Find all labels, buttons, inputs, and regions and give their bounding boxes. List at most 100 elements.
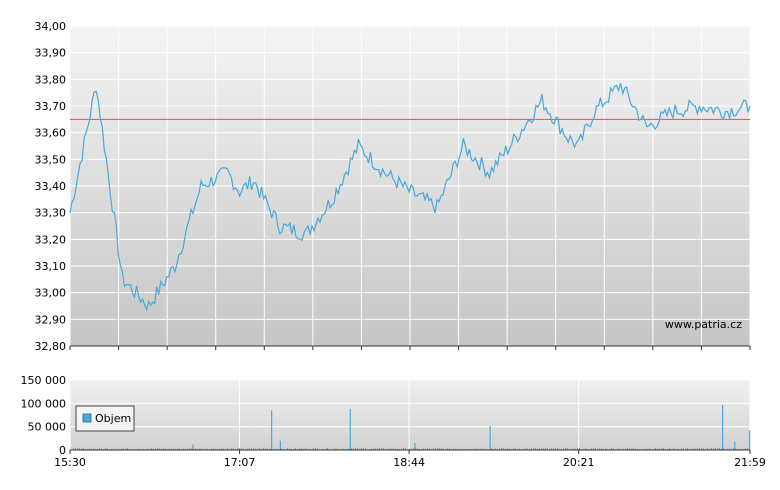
volume-bar	[649, 448, 650, 450]
volume-bar	[733, 448, 734, 450]
volume-bar	[315, 448, 316, 450]
volume-bar	[257, 448, 258, 450]
volume-bar	[219, 448, 220, 450]
volume-bar	[101, 448, 102, 450]
volume-bar	[231, 448, 232, 450]
volume-bar	[253, 448, 254, 450]
volume-bar	[429, 448, 430, 450]
volume-bar	[89, 448, 90, 450]
volume-bar	[697, 448, 698, 450]
price-y-tick-label: 33,90	[35, 47, 67, 60]
volume-bar	[191, 448, 192, 450]
volume-bar	[399, 448, 400, 450]
volume-bar	[635, 448, 636, 450]
volume-bar	[189, 448, 190, 450]
price-grid	[69, 25, 751, 347]
volume-bar	[355, 448, 356, 450]
volume-y-tick-label: 150 000	[21, 374, 67, 387]
volume-bar	[719, 447, 720, 450]
volume-bar	[177, 448, 178, 450]
volume-bar	[97, 448, 98, 450]
volume-bar	[227, 448, 228, 450]
volume-bar	[125, 448, 126, 450]
volume-bar	[401, 448, 402, 450]
volume-bar	[633, 448, 634, 450]
volume-bar	[595, 448, 596, 450]
volume-bar	[173, 448, 174, 450]
volume-bar	[433, 448, 434, 450]
volume-bar	[513, 448, 514, 450]
volume-bar	[237, 447, 238, 450]
volume-bar	[409, 448, 410, 450]
volume-bar	[457, 448, 458, 450]
volume-y-tick-labels: 150 000 100 000 50 000 0	[21, 374, 67, 457]
volume-bar	[685, 448, 686, 450]
volume-bar	[75, 447, 76, 450]
volume-bar	[601, 448, 602, 450]
volume-bar	[575, 448, 576, 450]
volume-bar	[699, 448, 700, 450]
volume-bar	[553, 448, 554, 450]
volume-bar	[631, 448, 632, 450]
volume-bar	[385, 448, 386, 450]
price-y-tick-label: 32,90	[35, 313, 67, 326]
volume-bar	[195, 448, 196, 450]
volume-spike	[349, 408, 351, 450]
volume-bar	[723, 448, 724, 450]
volume-bar	[455, 448, 456, 450]
volume-bar	[77, 448, 78, 450]
volume-bar	[123, 448, 124, 450]
volume-bar	[365, 448, 366, 450]
volume-bar	[159, 448, 160, 450]
volume-bar	[439, 448, 440, 450]
volume-bar	[611, 448, 612, 450]
volume-bar	[111, 448, 112, 450]
volume-bar	[585, 448, 586, 450]
volume-bar	[437, 448, 438, 450]
volume-spike	[271, 410, 273, 450]
volume-x-tick-label: 18:44	[393, 456, 425, 469]
volume-bar	[537, 448, 538, 450]
volume-bar	[711, 447, 712, 450]
volume-bar	[241, 447, 242, 450]
volume-bar	[151, 448, 152, 450]
volume-bar	[121, 448, 122, 450]
volume-bar	[211, 448, 212, 450]
volume-bar	[427, 448, 428, 450]
volume-bar	[255, 448, 256, 450]
volume-bar	[727, 448, 728, 450]
volume-bar	[453, 448, 454, 450]
volume-bar	[499, 448, 500, 450]
volume-bar	[267, 448, 268, 450]
volume-bar	[731, 448, 732, 450]
volume-bar	[397, 448, 398, 450]
volume-bar	[473, 448, 474, 450]
volume-bar	[95, 448, 96, 450]
volume-bar	[503, 447, 504, 450]
volume-bar	[247, 448, 248, 450]
volume-bar	[629, 448, 630, 450]
volume-bar	[405, 447, 406, 450]
volume-bar	[281, 448, 282, 450]
volume-bar	[717, 448, 718, 450]
volume-bar	[289, 448, 290, 450]
volume-bar	[677, 448, 678, 450]
volume-bar	[509, 448, 510, 450]
volume-panel: 150 000 100 000 50 000 0 15:30 17:07 18:44 20:…	[21, 374, 766, 469]
volume-bar	[249, 448, 250, 450]
volume-bar	[147, 448, 148, 450]
volume-bar	[183, 448, 184, 450]
volume-bar	[599, 448, 600, 450]
volume-bar	[389, 448, 390, 450]
volume-bar	[239, 448, 240, 450]
volume-bar	[335, 448, 336, 450]
volume-x-tick-label: 17:07	[224, 456, 256, 469]
volume-bar	[431, 448, 432, 450]
watermark: www.patria.cz	[665, 318, 742, 331]
volume-bar	[605, 448, 606, 450]
volume-bar	[391, 448, 392, 450]
volume-plot-background	[70, 380, 750, 450]
volume-bar	[215, 448, 216, 450]
volume-bar	[563, 448, 564, 450]
price-x-tick-marks	[69, 346, 751, 350]
